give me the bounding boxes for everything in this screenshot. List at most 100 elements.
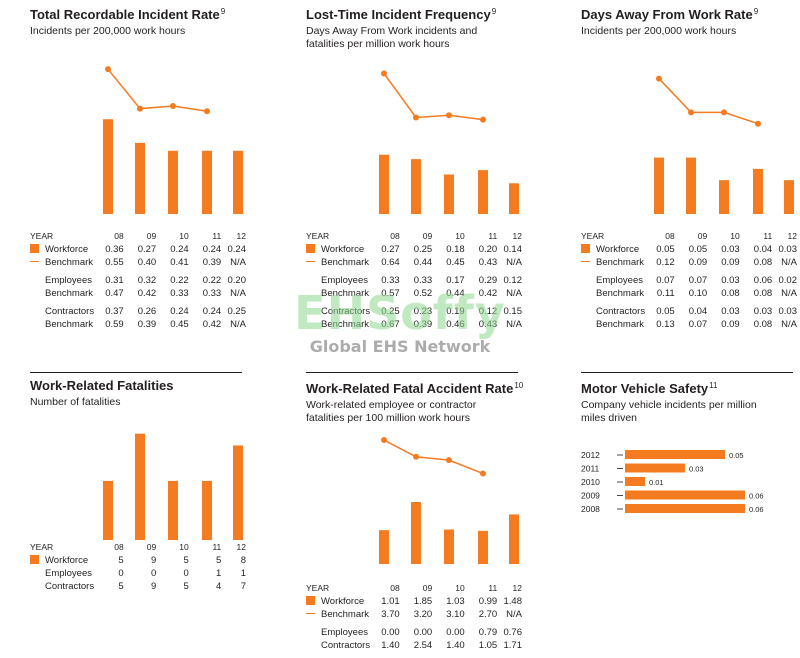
benchmark-point-09 xyxy=(413,453,419,460)
bar-09 xyxy=(135,142,145,214)
benchmark-line xyxy=(383,73,484,121)
benchmark-point-11 xyxy=(755,120,761,127)
year-col-header: 11 xyxy=(488,583,498,593)
year-col-header: 08 xyxy=(114,231,124,241)
year-col-header: 11 xyxy=(212,542,222,552)
chart-subtitle: Number of fatalities xyxy=(30,396,121,408)
table-cell: 0.36 xyxy=(105,244,124,255)
table-row: Benchmark 0.13 0.07 0.09 0.08 N/A xyxy=(581,318,797,331)
table-cell: 0.18 xyxy=(446,244,465,255)
table-cell: 0.64 xyxy=(381,257,400,268)
table-cell: 0.12 xyxy=(656,257,675,268)
chart-title-text: Days Away From Work Rate xyxy=(581,7,753,22)
table-cell: 7 xyxy=(240,581,246,592)
row-label-text: Benchmark xyxy=(596,257,645,268)
year-col-header: 08 xyxy=(390,583,400,593)
table-cell: 0.33 xyxy=(170,288,189,299)
bar-10 xyxy=(444,529,454,564)
benchmark-point-11 xyxy=(480,116,486,123)
table-cell: 5 xyxy=(118,555,124,566)
bar-08 xyxy=(654,157,664,214)
table-cell: 0.09 xyxy=(721,257,740,268)
panel-trir: Total Recordable Incident Rate9 Incidents… xyxy=(30,4,246,330)
chart-title: Lost-Time Incident Frequency9 xyxy=(306,4,520,22)
chart-title: Days Away From Work Rate9 xyxy=(581,4,795,22)
table-cell: 1.01 xyxy=(381,596,400,607)
row-label: Workforce xyxy=(306,243,370,256)
table-cell: 0.45 xyxy=(446,257,465,268)
row-label: Employees xyxy=(306,621,370,639)
table-cell: 0.42 xyxy=(478,288,498,299)
table-row: Benchmark 3.70 3.20 3.10 2.70 N/A xyxy=(306,608,522,621)
year-header: YEAR xyxy=(30,542,54,552)
table-header: YEAR 08 09 10 11 12 xyxy=(30,541,246,554)
table-row: Contractors 0.05 0.04 0.03 0.03 0.03 xyxy=(581,300,797,318)
legend-bar-swatch xyxy=(306,244,315,253)
value-label: 0.06 xyxy=(749,505,764,514)
table-cell: 1.03 xyxy=(446,596,465,607)
bar-plot xyxy=(103,66,243,214)
table-cell: 0.03 xyxy=(721,306,740,317)
year-col-header: 12 xyxy=(512,583,522,593)
table-header: YEAR 08 09 10 11 12 xyxy=(306,582,522,595)
year-col-header: 10 xyxy=(455,583,465,593)
row-label-text: Employees xyxy=(321,627,368,638)
table-row: Workforce 5 9 5 5 8 xyxy=(30,554,246,567)
table-cell: 0.03 xyxy=(778,306,798,317)
table-cell: 2.54 xyxy=(413,640,433,651)
legend-bar-swatch xyxy=(30,244,39,253)
table-cell: N/A xyxy=(781,257,797,268)
year-col-header: 09 xyxy=(697,231,708,241)
table-cell: 0 xyxy=(150,568,157,579)
benchmark-point-10 xyxy=(721,109,727,116)
table-cell: 0.04 xyxy=(688,306,708,317)
row-label: Benchmark xyxy=(581,256,645,269)
bar-09 xyxy=(411,159,421,214)
benchmark-point-10 xyxy=(446,457,452,464)
row-label: Contractors xyxy=(30,580,94,593)
table-cell: 1.85 xyxy=(413,596,433,607)
legend-bar-swatch xyxy=(30,555,39,564)
row-label-text: Benchmark xyxy=(321,319,370,330)
row-label: Benchmark xyxy=(306,608,370,621)
table-cell: 0.44 xyxy=(446,288,465,299)
table-cell: 5 xyxy=(215,555,222,566)
row-label-text: Employees xyxy=(45,275,92,286)
table-row: Workforce 0.05 0.05 0.03 0.04 0.03 xyxy=(581,243,797,256)
table-cell: 3.70 xyxy=(381,609,400,620)
bar-12 xyxy=(233,150,243,214)
table-cell: 0.05 xyxy=(656,306,675,317)
table-header: YEAR 08 09 10 11 12 xyxy=(306,230,522,243)
bar-12 xyxy=(233,445,243,540)
year-label: 2009 xyxy=(581,491,600,501)
bar-2012 xyxy=(625,450,725,459)
table-cell: 0.33 xyxy=(381,275,400,286)
row-label: Employees xyxy=(306,269,370,287)
table-row: Workforce 1.01 1.85 1.03 0.99 1.48 xyxy=(306,595,522,608)
benchmark-point-08 xyxy=(381,70,387,77)
table-cell: 0.27 xyxy=(137,244,157,255)
bar-12 xyxy=(509,183,519,214)
table-cell: 0.00 xyxy=(413,627,433,638)
table-row: Benchmark 0.55 0.40 0.41 0.39 N/A xyxy=(30,256,246,269)
chart-subtitle: Company vehicle incidents per million mi… xyxy=(581,399,757,424)
bar-plot xyxy=(379,70,519,214)
table-cell: N/A xyxy=(230,288,246,299)
row-label-text: Contractors xyxy=(321,306,371,317)
footnote-marker: 9 xyxy=(753,7,759,16)
table-row: Workforce 0.36 0.27 0.24 0.24 0.24 xyxy=(30,243,246,256)
table-cell: 0.24 xyxy=(227,244,247,255)
table-cell: 0.24 xyxy=(202,244,222,255)
row-label-text: Benchmark xyxy=(596,288,645,299)
chart-title: Motor Vehicle Safety11 xyxy=(581,378,795,396)
table-cell: 0.40 xyxy=(137,257,157,268)
table-cell: 0.09 xyxy=(688,257,708,268)
chart-title: Total Recordable Incident Rate9 xyxy=(30,4,244,22)
table-cell: N/A xyxy=(506,609,522,620)
table-cell: 0.20 xyxy=(478,244,498,255)
table-row: Employees 0 0 0 1 1 xyxy=(30,567,246,580)
table-cell: 1 xyxy=(215,568,222,579)
table-cell: 0.43 xyxy=(478,319,498,330)
bar-11 xyxy=(478,170,488,214)
row-label-text: Benchmark xyxy=(321,288,370,299)
